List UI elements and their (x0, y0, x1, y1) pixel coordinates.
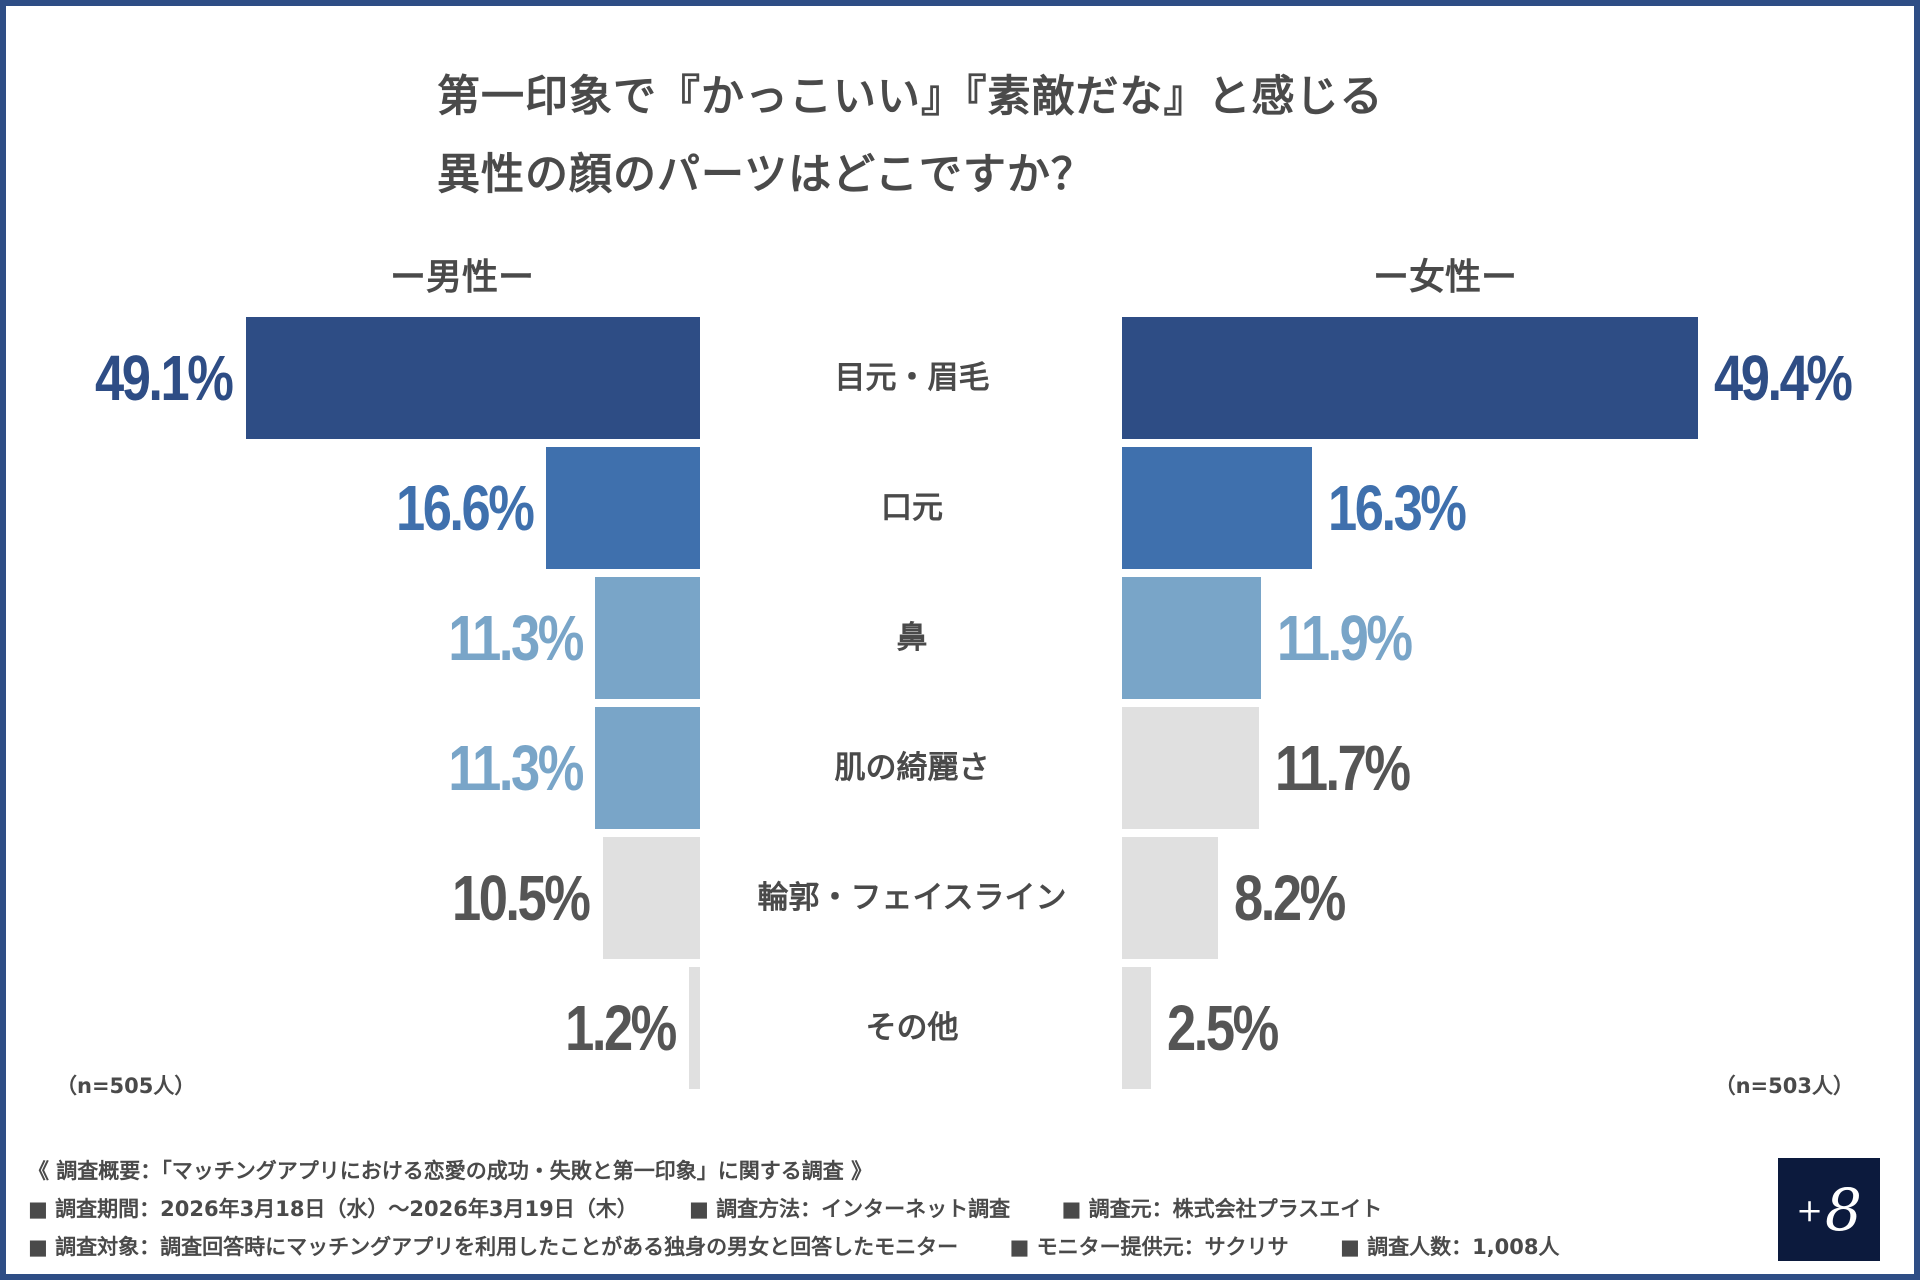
male-value-label: 16.6% (395, 472, 535, 544)
female-value-label: 16.3% (1328, 472, 1467, 544)
male-bar (688, 967, 700, 1089)
female-bar (1122, 317, 1699, 439)
survey-period: ■ 調査期間：2026年3月18日（水）～2026年3月19日（木） (28, 1197, 638, 1221)
female-value-label: 11.9% (1276, 602, 1413, 674)
male-header: ー男性ー (389, 257, 535, 298)
category-label: その他 (865, 1010, 959, 1046)
male-value-label: 1.2% (565, 992, 677, 1064)
category-label: 肌の綺麗さ (834, 750, 990, 786)
survey-target: ■ 調査対象：調査回答時にマッチングアプリを利用したことがある独身の男女と回答し… (28, 1235, 959, 1259)
female-bar (1122, 707, 1259, 829)
male-value-label: 11.3% (447, 602, 584, 674)
male-bar (602, 837, 700, 959)
survey-source: ■ 調査元：株式会社プラスエイト (1061, 1197, 1383, 1221)
survey-count: ■ 調査人数：1,008人 (1339, 1235, 1560, 1259)
survey-method: ■ 調査方法：インターネット調査 (689, 1197, 1011, 1221)
female-bar (1122, 577, 1261, 699)
female-value-label: 8.2% (1233, 862, 1346, 934)
category-label: 鼻 (896, 620, 928, 656)
male-value-label: 11.3% (447, 732, 584, 804)
chart-title-line2: 異性の顔のパーツはどこですか？ (437, 150, 1095, 200)
plus-eight-logo: +8 (1778, 1158, 1880, 1261)
male-value-label: 10.5% (452, 862, 591, 934)
category-label: 口元 (881, 490, 943, 526)
female-header: ー女性ー (1372, 257, 1518, 298)
male-sample-size: （n=505人） (56, 1074, 196, 1098)
male-bar (595, 577, 700, 699)
female-bar (1122, 447, 1313, 569)
chart-title-line1: 第一印象で『かっこいい』『素敵だな』と感じる (437, 72, 1384, 122)
survey-heading: 《 調査概要：「マッチングアプリにおける恋愛の成功・失敗と第一印象」に関する調査… (28, 1159, 873, 1183)
female-value-label: 49.4% (1714, 342, 1853, 414)
female-value-label: 2.5% (1167, 992, 1279, 1064)
category-label: 輪郭・フェイスライン (757, 880, 1067, 916)
female-bar (1122, 837, 1218, 959)
female-sample-size: （n=503人） (1714, 1074, 1854, 1098)
survey-line-2: ■ 調査対象：調査回答時にマッチングアプリを利用したことがある独身の男女と回答し… (28, 1231, 1604, 1261)
female-bar (1122, 967, 1152, 1089)
category-label: 目元・眉毛 (834, 360, 990, 396)
survey-line-1: ■ 調査期間：2026年3月18日（水）～2026年3月19日（木） ■ 調査方… (28, 1193, 1426, 1223)
survey-provider: ■ モニター提供元：サクリサ (1009, 1235, 1289, 1259)
male-bar (245, 317, 700, 439)
male-bar (595, 707, 700, 829)
male-bar (546, 447, 700, 569)
male-value-label: 49.1% (95, 342, 234, 414)
female-value-label: 11.7% (1274, 732, 1411, 804)
